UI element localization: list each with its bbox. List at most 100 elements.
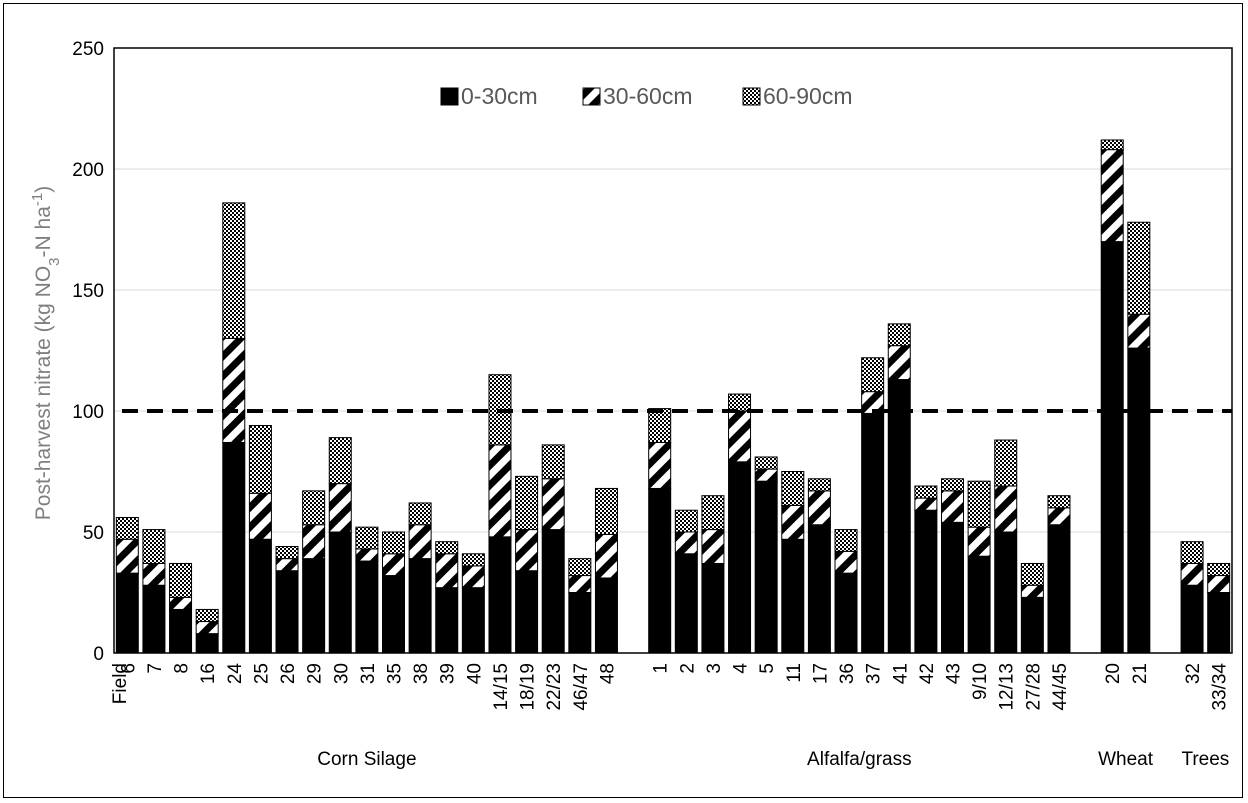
x-tick-label: 32 bbox=[1183, 663, 1204, 684]
bar-segment-60-90cm bbox=[195, 608, 219, 623]
bar-segment-60-90cm bbox=[355, 526, 379, 550]
y-tick-label: 200 bbox=[72, 160, 104, 181]
x-tick-label: 20 bbox=[1103, 663, 1124, 684]
bar-segment-60-90cm bbox=[754, 456, 778, 470]
x-tick-label: 1 bbox=[651, 663, 672, 674]
bar-segment-0-30cm bbox=[328, 531, 352, 654]
bar-segment-60-90cm bbox=[142, 529, 166, 564]
bar-segment-30-60cm bbox=[754, 468, 778, 482]
bar-segment-0-30cm bbox=[994, 531, 1018, 654]
bar-segment-0-30cm bbox=[302, 558, 326, 654]
bar-segment-0-30cm bbox=[887, 379, 911, 654]
bar-segment-60-90cm bbox=[941, 478, 964, 492]
bar-segment-0-30cm bbox=[914, 509, 938, 654]
x-tick-label: 5 bbox=[757, 663, 778, 674]
bar-segment-30-60cm bbox=[275, 558, 299, 572]
bar-segment-0-30cm bbox=[275, 570, 299, 654]
bar-segment-30-60cm bbox=[355, 548, 379, 562]
bar-segment-0-30cm bbox=[1020, 596, 1044, 654]
bar-segment-0-30cm bbox=[594, 577, 618, 654]
bar-segment-30-60cm bbox=[435, 553, 459, 589]
y-tick-label: 50 bbox=[83, 523, 104, 544]
bar-segment-60-90cm bbox=[1100, 139, 1124, 151]
bar-segment-30-60cm bbox=[914, 497, 938, 511]
legend-label: 30-60cm bbox=[603, 83, 692, 109]
bar-segment-30-60cm bbox=[967, 526, 991, 557]
bar-segment-0-30cm bbox=[1127, 347, 1151, 654]
plot-area-border bbox=[113, 47, 1233, 654]
bar-segment-60-90cm bbox=[1047, 495, 1071, 509]
x-tick-label: 3 bbox=[704, 663, 725, 674]
bar-segment-0-30cm bbox=[355, 560, 379, 654]
gridlines bbox=[114, 47, 1232, 533]
x-tick-label: 30 bbox=[331, 663, 352, 684]
bar-segment-60-90cm bbox=[328, 437, 352, 485]
bar-segment-0-30cm bbox=[834, 572, 858, 654]
bar-segment-0-30cm bbox=[169, 608, 193, 654]
bar-segment-30-60cm bbox=[1180, 562, 1204, 586]
x-tick-label: 48 bbox=[597, 663, 618, 684]
bar-segment-60-90cm bbox=[435, 541, 459, 555]
x-tick-label: 33/34 bbox=[1210, 663, 1231, 711]
x-tick-label: 21 bbox=[1130, 663, 1151, 684]
bar-segment-0-30cm bbox=[674, 553, 698, 654]
y-tick-label: 100 bbox=[72, 402, 104, 423]
x-tick-label: 46/47 bbox=[571, 663, 592, 711]
bar-segment-60-90cm bbox=[967, 480, 991, 528]
bar-segment-30-60cm bbox=[515, 529, 539, 572]
bar-segment-60-90cm bbox=[1020, 562, 1044, 586]
bar-segment-30-60cm bbox=[1100, 149, 1124, 243]
bar-segment-0-30cm bbox=[222, 441, 246, 654]
bar-segment-30-60cm bbox=[169, 596, 193, 610]
legend-item: 60-90cm bbox=[742, 83, 852, 109]
bar-segment-30-60cm bbox=[648, 441, 672, 489]
x-tick-label: 41 bbox=[890, 663, 911, 684]
bar-segment-60-90cm bbox=[728, 393, 752, 412]
legend: 0-30cm 30-60cm 60-90cm bbox=[440, 83, 852, 109]
x-tick-label: 14/15 bbox=[491, 663, 512, 711]
bar-segment-0-30cm bbox=[488, 536, 512, 654]
x-tick-label: 36 bbox=[837, 663, 858, 684]
bar-segment-30-60cm bbox=[728, 410, 752, 463]
group-labels: Corn Silage Alfalfa/grass Wheat Trees bbox=[317, 749, 1229, 770]
group-label: Alfalfa/grass bbox=[807, 749, 912, 770]
y-tick-labels: 0 50 100 150 200 250 bbox=[72, 39, 104, 665]
x-tick-label: 27/28 bbox=[1023, 663, 1044, 711]
legend-item: 30-60cm bbox=[582, 83, 692, 109]
bar-segment-60-90cm bbox=[568, 558, 592, 577]
x-tick-label: 42 bbox=[917, 663, 938, 684]
x-tick-label: 18/19 bbox=[518, 663, 539, 711]
bar-segment-60-90cm bbox=[1207, 562, 1231, 577]
x-tick-label: 31 bbox=[358, 663, 379, 684]
x-axis-field-label: Field bbox=[110, 663, 131, 704]
y-tick-label: 0 bbox=[93, 644, 104, 665]
x-tick-label: 39 bbox=[438, 663, 459, 684]
bar-segment-0-30cm bbox=[728, 461, 752, 654]
x-tick-label: 25 bbox=[251, 663, 272, 684]
bar-segment-0-30cm bbox=[861, 412, 885, 654]
bar-segment-0-30cm bbox=[1207, 592, 1231, 654]
legend-swatch bbox=[440, 87, 459, 106]
bar-segment-30-60cm bbox=[701, 529, 725, 564]
bar-segment-0-30cm bbox=[195, 633, 219, 654]
group-label: Corn Silage bbox=[317, 749, 416, 770]
bar-segment-0-30cm bbox=[568, 592, 592, 654]
bar-segment-60-90cm bbox=[914, 485, 938, 499]
bar-segment-60-90cm bbox=[302, 490, 326, 526]
y-tick-label: 250 bbox=[72, 39, 104, 60]
bar-segment-60-90cm bbox=[115, 516, 139, 540]
bar-segment-60-90cm bbox=[275, 546, 299, 560]
bar-segment-30-60cm bbox=[382, 553, 405, 577]
bar-segment-60-90cm bbox=[515, 475, 539, 531]
x-tick-label: 24 bbox=[225, 663, 246, 685]
bar-segment-30-60cm bbox=[142, 562, 166, 586]
bar-segment-60-90cm bbox=[541, 444, 565, 480]
bar-segment-0-30cm bbox=[1180, 584, 1204, 654]
bar-segment-0-30cm bbox=[408, 558, 432, 654]
bar-segment-30-60cm bbox=[994, 485, 1018, 533]
bar-segment-0-30cm bbox=[435, 587, 459, 654]
x-tick-label: 4 bbox=[731, 663, 752, 674]
x-tick-label: 43 bbox=[944, 663, 965, 684]
